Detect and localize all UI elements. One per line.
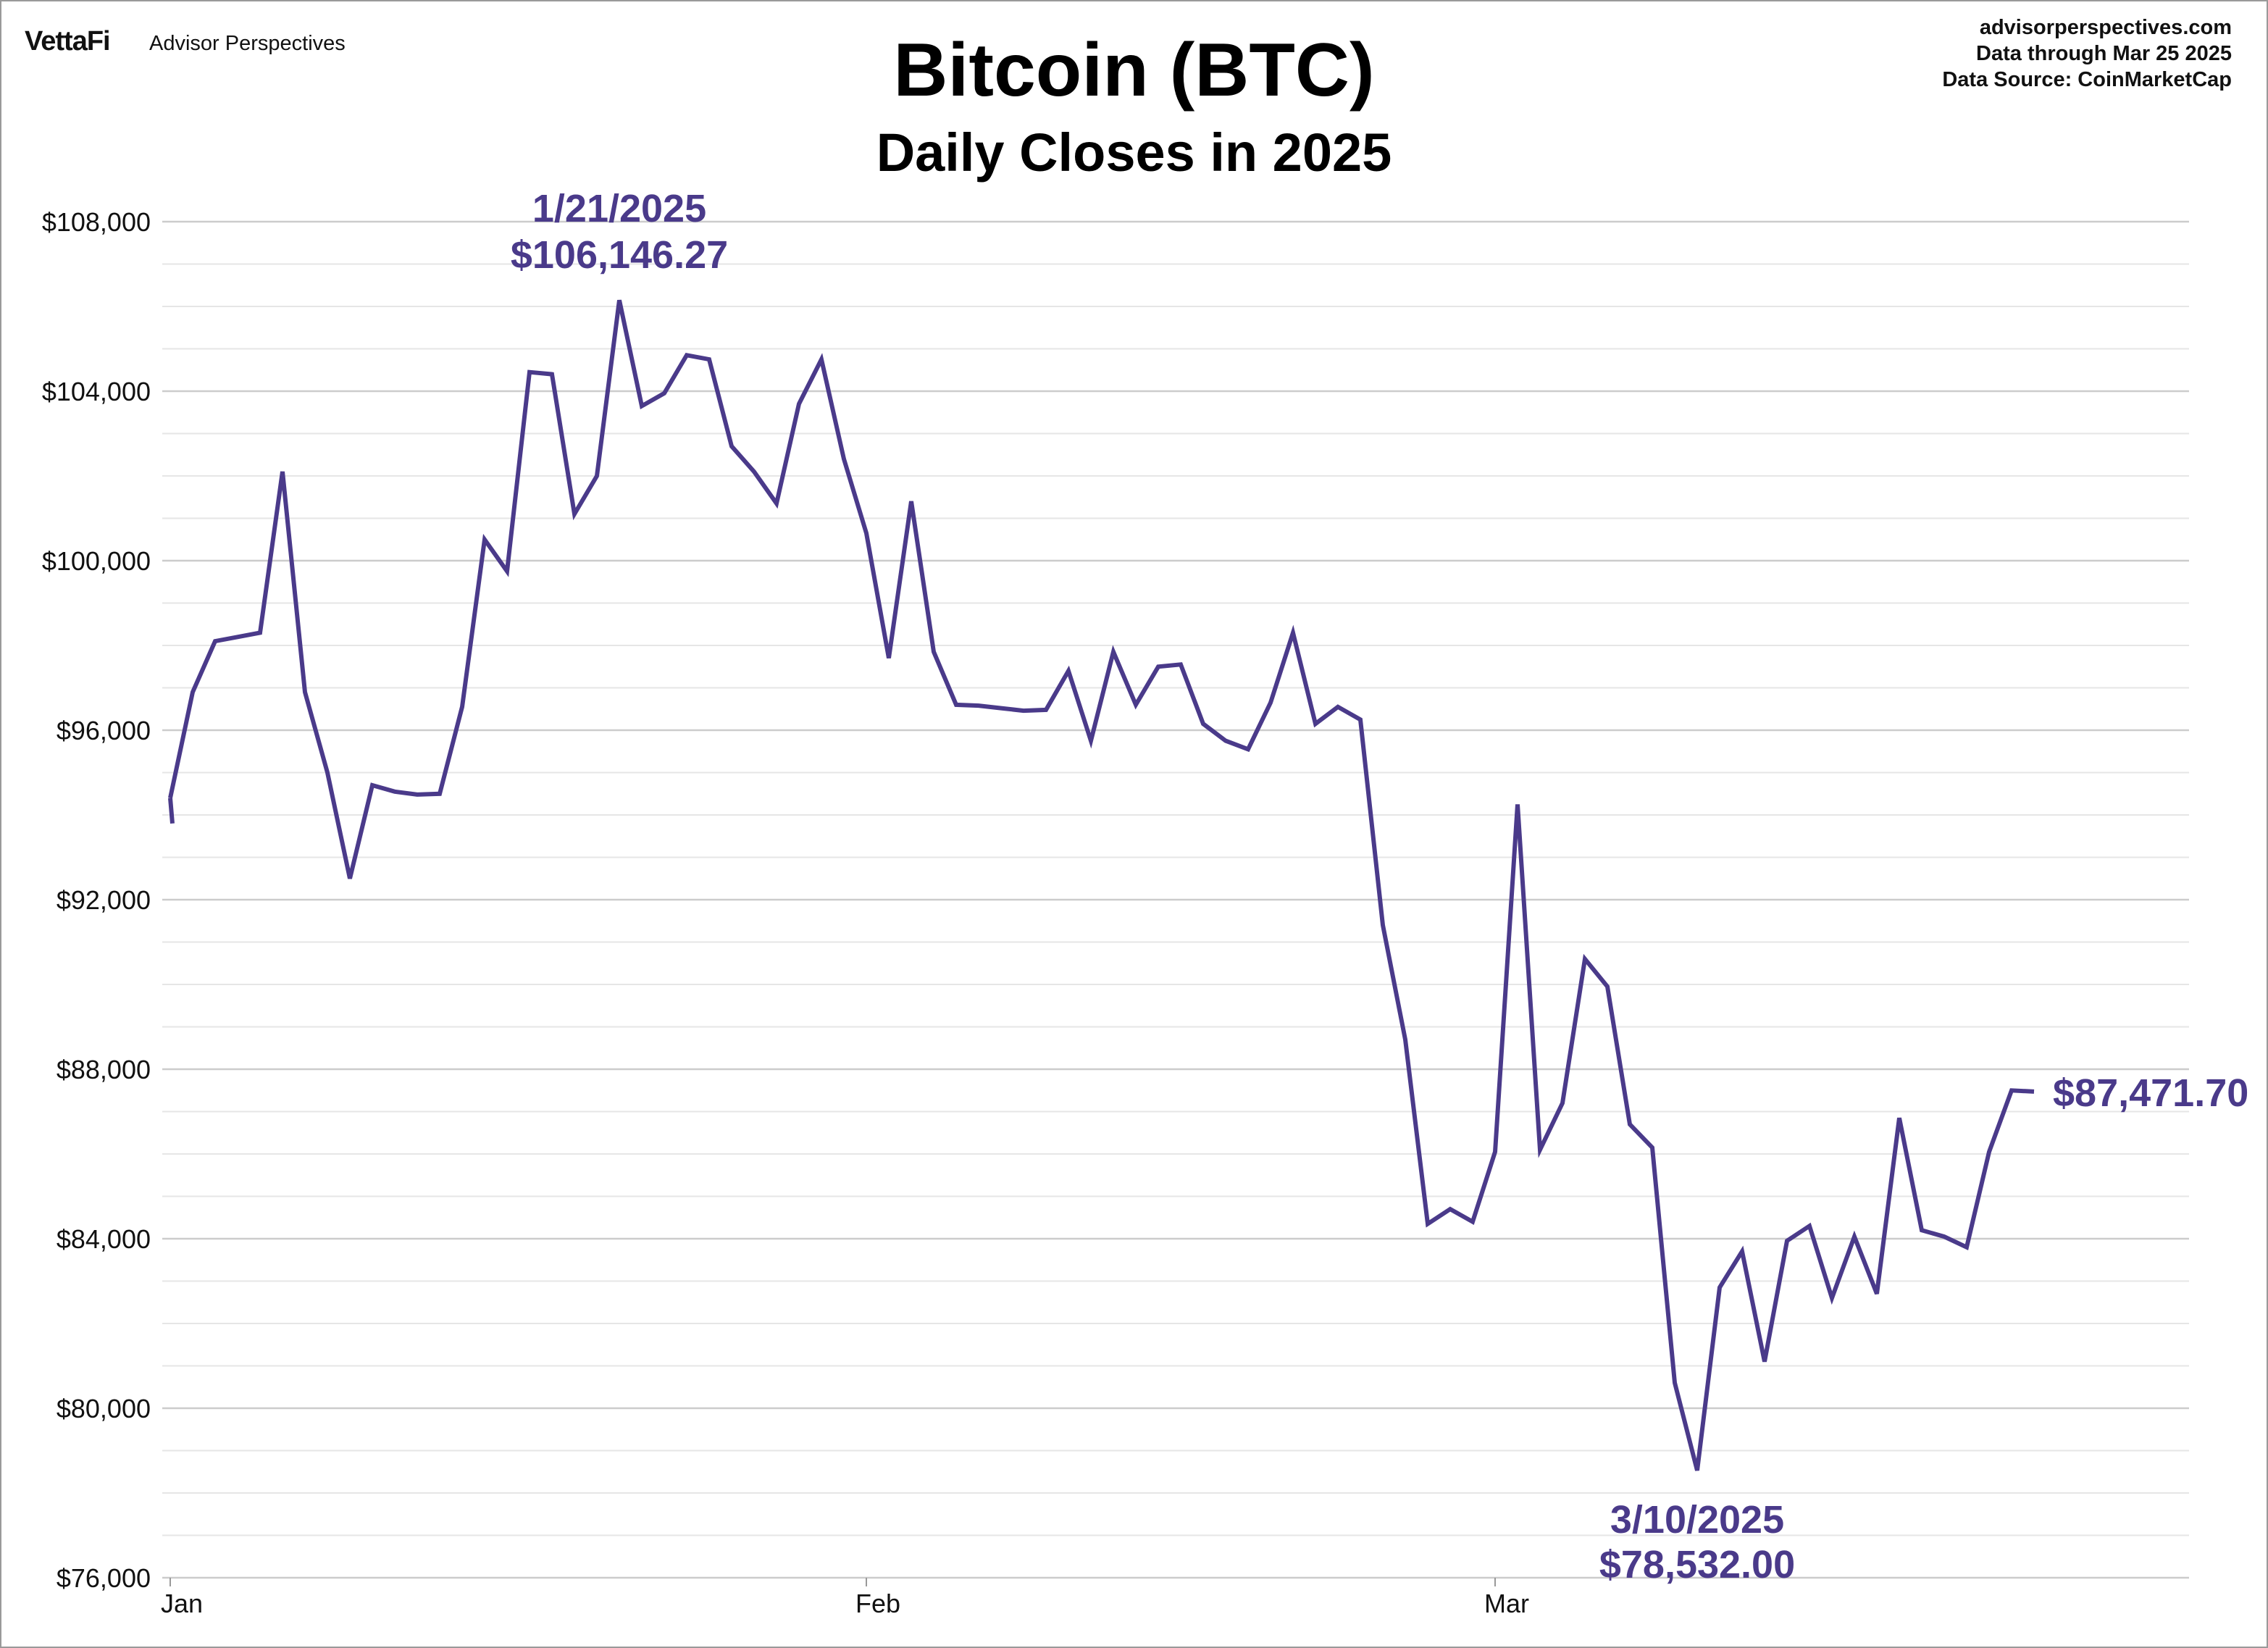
price-series xyxy=(168,299,2035,1471)
btc-price-line xyxy=(168,299,2035,1471)
y-tick-label: $84,000 xyxy=(57,1224,151,1254)
vettafi-logo: VettaFi xyxy=(25,26,111,57)
chart-title: Bitcoin (BTC) xyxy=(893,28,1375,112)
chart-subtitle: Daily Closes in 2025 xyxy=(876,122,1392,183)
x-tick-label: Jan xyxy=(161,1589,203,1618)
last-close-label: $87,471.70 xyxy=(2053,1071,2248,1115)
annotations: 1/21/2025$106,146.27 3/10/2025$78,532.00 $… xyxy=(511,187,2248,1586)
source-provider: Data Source: CoinMarketCap xyxy=(1942,68,2232,91)
advisor-perspectives-label: Advisor Perspectives xyxy=(149,32,346,55)
y-tick-label: $108,000 xyxy=(42,207,151,237)
x-tick-label: Mar xyxy=(1484,1589,1529,1618)
high-date-label: 1/21/2025 xyxy=(532,187,706,230)
y-tick-label: $104,000 xyxy=(42,377,151,406)
source-date: Data through Mar 25 2025 xyxy=(1976,42,2232,65)
y-tick-label: $96,000 xyxy=(57,716,151,745)
y-tick-label: $76,000 xyxy=(57,1563,151,1593)
source-site: advisorperspectives.com xyxy=(1979,16,2232,39)
y-axis-ticks: $76,000 $80,000 $84,000 $88,000 $92,000 $96,0… xyxy=(42,207,151,1593)
y-tick-label: $92,000 xyxy=(57,885,151,915)
y-tick-label: $100,000 xyxy=(42,546,151,576)
gridlines xyxy=(162,220,2189,1579)
high-value-label: $106,146.27 xyxy=(511,233,728,277)
low-date-label: 3/10/2025 xyxy=(1610,1498,1784,1542)
y-tick-label: $88,000 xyxy=(57,1055,151,1084)
y-tick-label: $80,000 xyxy=(57,1394,151,1423)
low-value-label: $78,532.00 xyxy=(1599,1543,1795,1586)
x-tick-label: Feb xyxy=(855,1589,900,1618)
btc-price-line-lead xyxy=(168,798,175,824)
x-axis-ticks: Jan Feb Mar xyxy=(161,1578,1529,1618)
